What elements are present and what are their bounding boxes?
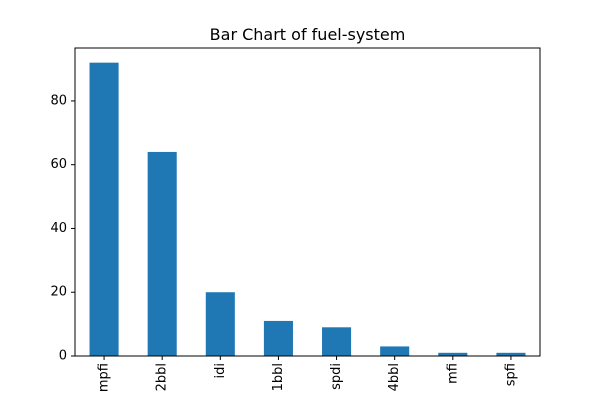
y-tick-label-20: 20 [50, 285, 67, 300]
bar-spdi [322, 327, 352, 356]
y-axis: 0 20 40 60 80 [50, 93, 75, 364]
y-tick-label-80: 80 [50, 93, 67, 108]
x-tick-label-mpfi: mpfi [97, 363, 112, 392]
bar-1bbl [263, 320, 293, 356]
bar-mfi [438, 352, 468, 356]
chart-title: Bar Chart of fuel-system [210, 25, 406, 44]
x-tick-label-mfi: mfi [445, 363, 460, 384]
plot-frame [74, 47, 541, 357]
y-tick-label-60: 60 [50, 157, 67, 172]
x-tick-label-2bbl: 2bbl [155, 363, 170, 391]
x-tick-label-1bbl: 1bbl [271, 363, 286, 391]
bar-2bbl [147, 151, 177, 356]
y-tick-label-40: 40 [50, 221, 67, 236]
y-tick-label-0: 0 [59, 349, 67, 364]
x-tick-label-idi: idi [213, 363, 228, 378]
x-tick-label-spdi: spdi [329, 363, 344, 390]
bar-idi [205, 292, 235, 356]
x-tick-label-4bbl: 4bbl [387, 363, 402, 391]
bars-group [89, 62, 526, 357]
bar-4bbl [380, 346, 410, 356]
x-tick-label-spfi: spfi [503, 363, 518, 386]
x-axis: mpfi 2bbl idi 1bbl spdi 4bbl mfi spfi [97, 356, 518, 392]
bar-mpfi [89, 62, 119, 357]
bar-spfi [496, 352, 526, 356]
